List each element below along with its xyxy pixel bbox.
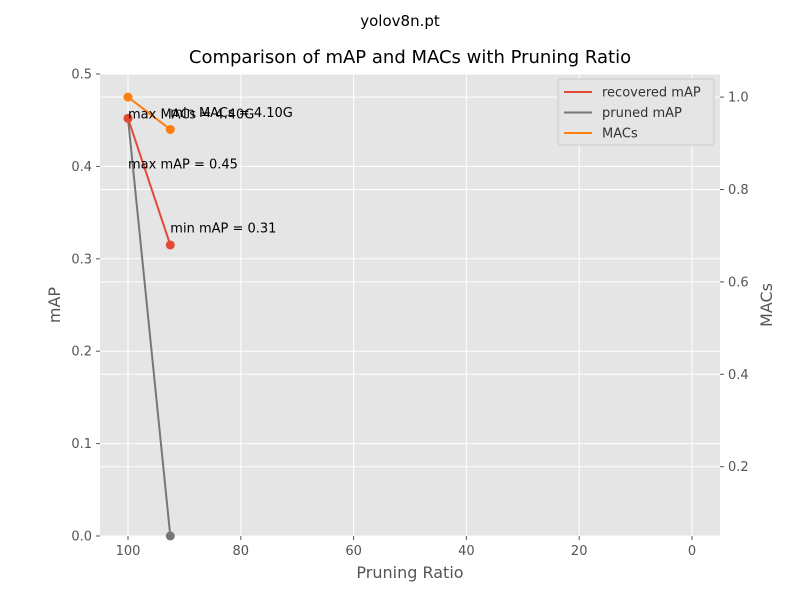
chart-title: Comparison of mAP and MACs with Pruning … xyxy=(189,47,631,68)
x-tick-label: 20 xyxy=(571,544,588,559)
series-line-macs xyxy=(127,96,171,131)
legend-label: pruned mAP xyxy=(602,106,682,121)
y-tick-label: 0.3 xyxy=(71,252,92,267)
y2-axis-label: MACs xyxy=(757,283,776,327)
y-tick-label: 0.5 xyxy=(71,68,92,83)
plot-area xyxy=(100,74,720,536)
data-point-recovered-map xyxy=(165,240,175,250)
x-tick-label: 40 xyxy=(458,544,475,559)
data-point-macs xyxy=(123,92,133,102)
chart-suptitle: yolov8n.pt xyxy=(360,12,440,30)
annotation-label: max mAP = 0.45 xyxy=(128,158,238,173)
y2-tick-label: 0.6 xyxy=(728,275,749,290)
y2-tick-label: 1.0 xyxy=(728,91,749,106)
series-lines xyxy=(127,96,172,537)
y-tick-label: 0.2 xyxy=(71,345,92,360)
y-tick-label: 0.4 xyxy=(71,160,92,175)
annotations: max mAP = 0.45 min mAP = 0.31 max MACs = 4… xyxy=(128,106,293,237)
x-axis-label: Pruning Ratio xyxy=(356,563,463,582)
legend-box xyxy=(557,78,715,146)
legend-label: recovered mAP xyxy=(602,86,701,101)
y2-tick-label: 0.4 xyxy=(728,368,749,383)
grid xyxy=(100,73,720,537)
y-tick-label: 0.0 xyxy=(71,530,92,545)
x-tick-label: 60 xyxy=(345,544,362,559)
annotation-label: min MACs = 4.10G xyxy=(170,106,293,121)
series-line-pruned-map xyxy=(127,118,172,537)
x-axis-ticks: 100 80 60 40 20 0 xyxy=(116,536,696,559)
y2-tick-label: 0.2 xyxy=(728,460,749,475)
legend: recovered mAP pruned mAP MACs xyxy=(557,78,715,146)
data-point-pruned-map xyxy=(165,531,175,541)
y-axis-ticks: 0.0 0.1 0.2 0.3 0.4 0.5 xyxy=(71,68,100,545)
y2-tick-label: 0.8 xyxy=(728,183,749,198)
y-axis-label: mAP xyxy=(45,287,64,324)
y-tick-label: 0.1 xyxy=(71,437,92,452)
annotation-label: min mAP = 0.31 xyxy=(170,221,276,236)
x-tick-label: 80 xyxy=(233,544,250,559)
x-tick-label: 100 xyxy=(116,544,141,559)
y2-axis-ticks: 0.2 0.4 0.6 0.8 1.0 xyxy=(720,91,749,475)
annotation-label: max MACs = 4.40G xyxy=(128,108,254,123)
series-line-recovered-map xyxy=(127,118,172,246)
x-tick-label: 0 xyxy=(688,544,696,559)
legend-label: MACs xyxy=(602,127,638,142)
data-point-recovered-map xyxy=(123,113,133,123)
data-point-macs xyxy=(165,124,175,134)
series-points xyxy=(123,92,175,541)
